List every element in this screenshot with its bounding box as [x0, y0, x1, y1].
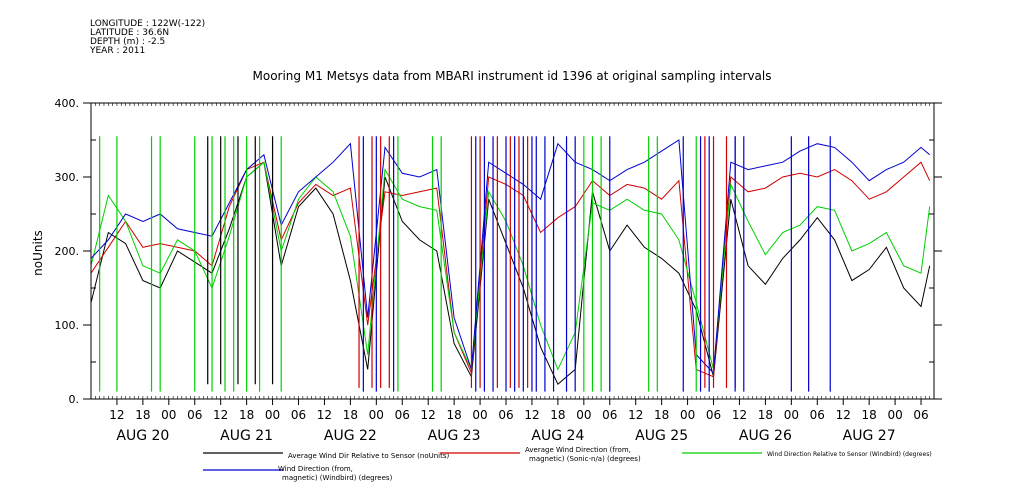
x-tick-label: 00: [472, 408, 487, 422]
y-tick-label: 200.: [55, 245, 80, 258]
x-tick-label: 06: [187, 408, 202, 422]
legend-label: Average Wind Direction (from, magnetic) (…: [525, 446, 641, 463]
x-tick-label: 12: [732, 408, 747, 422]
x-tick-label: 00: [680, 408, 695, 422]
x-tick-label: 06: [913, 408, 928, 422]
x-tick-label: 00: [887, 408, 902, 422]
x-day-label: AUG 26: [739, 428, 792, 444]
x-day-label: AUG 25: [635, 428, 688, 444]
x-tick-label: 18: [654, 408, 669, 422]
x-tick-label: 18: [343, 408, 358, 422]
y-tick-label: 100.: [55, 319, 80, 332]
x-tick-label: 18: [550, 408, 565, 422]
x-tick-label: 12: [628, 408, 643, 422]
x-tick-label: 06: [810, 408, 825, 422]
x-tick-label: 18: [446, 408, 461, 422]
x-day-label: AUG 27: [843, 428, 896, 444]
x-tick-label: 00: [576, 408, 591, 422]
meta-longitude: LONGITUDE : 122W(-122): [90, 19, 206, 29]
legend-label: Wind Direction (from, magnetic) (Windbird…: [278, 465, 393, 482]
meta-depth: DEPTH (m) : -2.5: [90, 37, 166, 47]
x-tick-label: 06: [602, 408, 617, 422]
x-day-label: AUG 21: [220, 428, 273, 444]
y-axis-label: noUnits: [31, 230, 45, 276]
x-day-label: AUG 23: [428, 428, 481, 444]
x-tick-label: 18: [862, 408, 877, 422]
x-tick-label: 00: [784, 408, 799, 422]
y-tick-label: 0.: [69, 393, 80, 406]
x-tick-label: 12: [109, 408, 124, 422]
meta-year: YEAR : 2011: [90, 46, 146, 56]
x-tick-label: 00: [265, 408, 280, 422]
meta-latitude: LATITUDE : 36.6N: [90, 28, 170, 38]
legend-label: Wind Direction Relative to Sensor (Windb…: [767, 451, 932, 458]
x-tick-label: 12: [524, 408, 539, 422]
x-tick-label: 06: [395, 408, 410, 422]
x-tick-label: 12: [421, 408, 436, 422]
x-tick-label: 06: [706, 408, 721, 422]
y-tick-label: 300.: [55, 171, 80, 184]
x-tick-label: 12: [213, 408, 228, 422]
x-tick-label: 06: [498, 408, 513, 422]
x-day-label: AUG 24: [531, 428, 584, 444]
x-tick-label: 18: [135, 408, 150, 422]
x-day-label: AUG 22: [324, 428, 377, 444]
chart-title: Mooring M1 Metsys data from MBARI instru…: [253, 69, 772, 83]
x-tick-label: 00: [369, 408, 384, 422]
x-tick-label: 12: [317, 408, 332, 422]
x-tick-label: 12: [836, 408, 851, 422]
x-tick-label: 18: [239, 408, 254, 422]
x-tick-label: 06: [291, 408, 306, 422]
x-day-label: AUG 20: [116, 428, 169, 444]
plot-inner: [91, 136, 931, 392]
x-tick-label: 18: [758, 408, 773, 422]
y-tick-label: 400.: [55, 97, 80, 110]
x-tick-label: 00: [161, 408, 176, 422]
legend-label: Average Wind Dir Relative to Sensor (noU…: [288, 452, 449, 460]
